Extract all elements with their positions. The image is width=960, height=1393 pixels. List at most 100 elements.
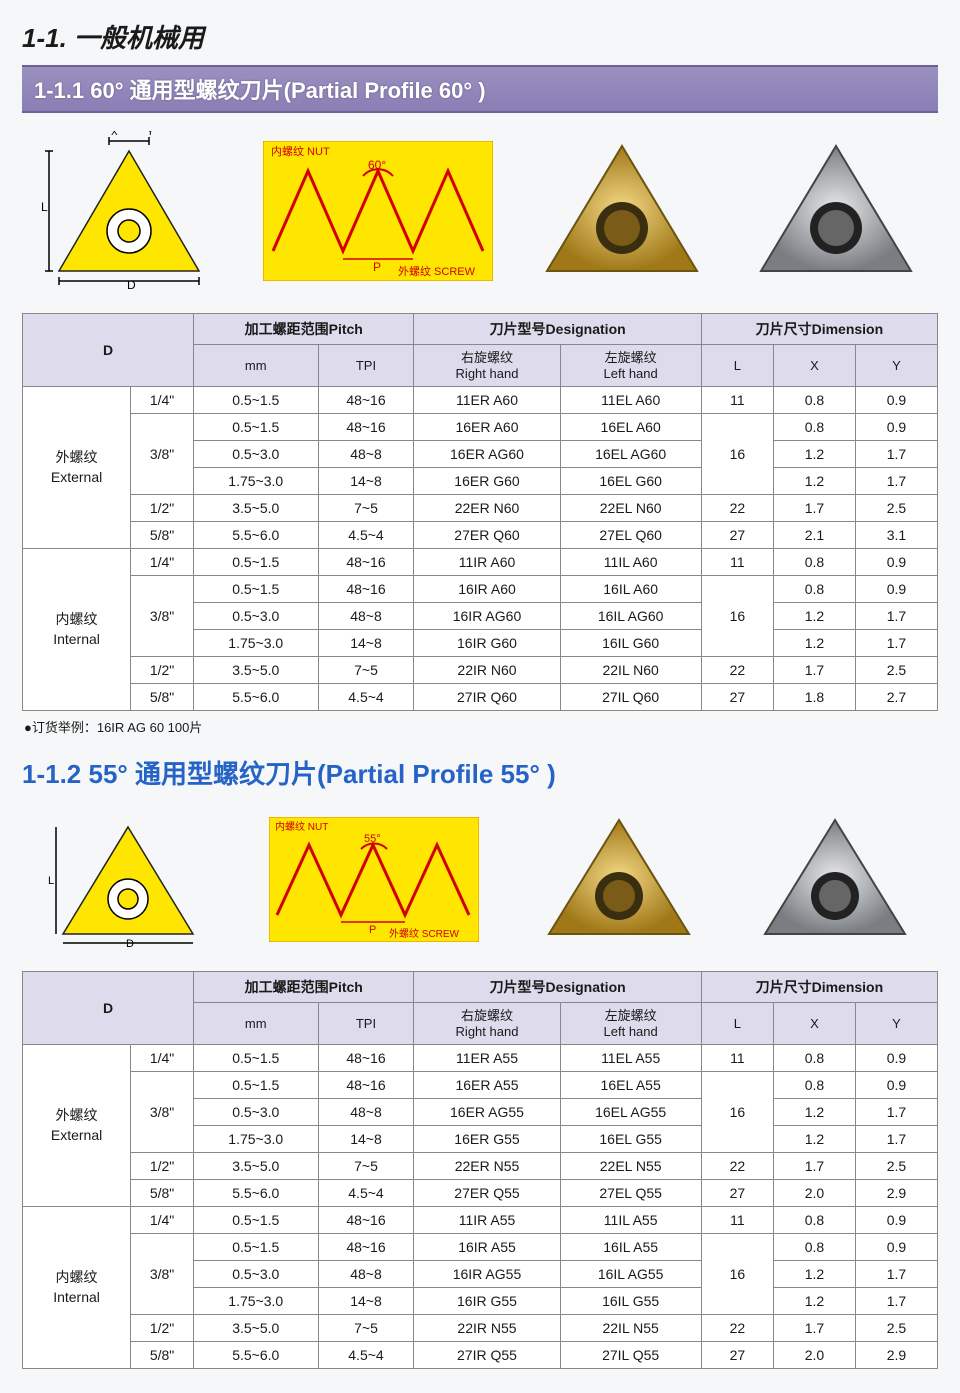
order-example-note: ●订货举例：16IR AG 60 100片	[24, 717, 938, 736]
table-row: 3/8"0.5~1.548~1616IR A5516IL A55160.80.9	[23, 1234, 938, 1261]
diagram-row-60: L D X Y 60° 内螺纹 NUT 外螺纹 SCREW P	[22, 131, 938, 291]
d-cell: 1/4"	[131, 1207, 194, 1234]
table-row: 外螺纹External1/4"0.5~1.548~1611ER A6011EL …	[23, 387, 938, 414]
tpi-cell: 48~8	[318, 603, 414, 630]
left-cell: 27EL Q55	[560, 1180, 701, 1207]
right-cell: 16ER G55	[414, 1126, 560, 1153]
col-tpi: TPI	[318, 345, 414, 387]
group-cell: 外螺纹External	[23, 387, 131, 549]
Y-cell: 0.9	[855, 549, 937, 576]
right-cell: 11ER A60	[414, 387, 560, 414]
X-cell: 1.8	[773, 684, 855, 711]
d-cell: 1/2"	[131, 1153, 194, 1180]
d-cell: 1/4"	[131, 549, 194, 576]
mm-cell: 1.75~3.0	[194, 1288, 319, 1315]
table-row: 内螺纹Internal1/4"0.5~1.548~1611IR A6011IL …	[23, 549, 938, 576]
col-L: L	[701, 1003, 773, 1045]
mm-cell: 3.5~5.0	[194, 657, 319, 684]
svg-text:L: L	[41, 200, 48, 214]
right-cell: 22ER N55	[414, 1153, 560, 1180]
left-cell: 16IL A60	[560, 576, 701, 603]
left-cell: 16EL G60	[560, 468, 701, 495]
col-Y: Y	[855, 345, 937, 387]
Y-cell: 2.9	[855, 1180, 937, 1207]
L-cell: 27	[701, 684, 773, 711]
right-cell: 11ER A55	[414, 1045, 560, 1072]
L-cell: 22	[701, 657, 773, 684]
left-cell: 16EL G55	[560, 1126, 701, 1153]
svg-text:外螺纹 SCREW: 外螺纹 SCREW	[389, 927, 460, 940]
Y-cell: 1.7	[855, 1099, 937, 1126]
tpi-cell: 48~8	[318, 1261, 414, 1288]
mm-cell: 0.5~1.5	[194, 1072, 319, 1099]
right-cell: 16IR AG60	[414, 603, 560, 630]
svg-text:L: L	[48, 875, 54, 887]
mm-cell: 5.5~6.0	[194, 684, 319, 711]
d-cell: 5/8"	[131, 1180, 194, 1207]
right-cell: 11IR A60	[414, 549, 560, 576]
right-cell: 16IR A55	[414, 1234, 560, 1261]
right-cell: 16IR G60	[414, 630, 560, 657]
tpi-cell: 7~5	[318, 1315, 414, 1342]
left-cell: 22IL N60	[560, 657, 701, 684]
left-cell: 16EL A55	[560, 1072, 701, 1099]
d-cell: 1/4"	[131, 1045, 194, 1072]
tpi-cell: 48~16	[318, 1045, 414, 1072]
L-cell: 16	[701, 1234, 773, 1315]
X-cell: 0.8	[773, 1234, 855, 1261]
left-cell: 11EL A55	[560, 1045, 701, 1072]
tpi-cell: 48~16	[318, 549, 414, 576]
table-row: 5/8"5.5~6.04.5~427IR Q5527IL Q55272.02.9	[23, 1342, 938, 1369]
mm-cell: 1.75~3.0	[194, 1126, 319, 1153]
table-row: 1/2"3.5~5.07~522ER N5522EL N55221.72.5	[23, 1153, 938, 1180]
right-cell: 22ER N60	[414, 495, 560, 522]
thread-profile-icon: 60° 内螺纹 NUT 外螺纹 SCREW P	[263, 141, 493, 281]
X-cell: 1.7	[773, 657, 855, 684]
tpi-cell: 14~8	[318, 1126, 414, 1153]
table-row: 5/8"5.5~6.04.5~427ER Q5527EL Q55272.02.9	[23, 1180, 938, 1207]
X-cell: 0.8	[773, 387, 855, 414]
spec-table-55: D加工螺距范围Pitch刀片型号Designation刀片尺寸Dimension…	[22, 971, 938, 1369]
mm-cell: 0.5~1.5	[194, 414, 319, 441]
Y-cell: 0.9	[855, 1234, 937, 1261]
Y-cell: 2.9	[855, 1342, 937, 1369]
table-row: 3/8"0.5~1.548~1616ER A5516EL A55160.80.9	[23, 1072, 938, 1099]
Y-cell: 1.7	[855, 468, 937, 495]
svg-text:X: X	[111, 131, 118, 138]
mm-cell: 0.5~1.5	[194, 387, 319, 414]
group-cell: 外螺纹External	[23, 1045, 131, 1207]
right-cell: 16ER G60	[414, 468, 560, 495]
mm-cell: 1.75~3.0	[194, 468, 319, 495]
table-row: 外螺纹External1/4"0.5~1.548~1611ER A5511EL …	[23, 1045, 938, 1072]
tpi-cell: 48~16	[318, 1207, 414, 1234]
tpi-cell: 4.5~4	[318, 1180, 414, 1207]
left-cell: 16IL AG55	[560, 1261, 701, 1288]
table-row: 1/2"3.5~5.07~522IR N6022IL N60221.72.5	[23, 657, 938, 684]
left-cell: 11IL A55	[560, 1207, 701, 1234]
right-cell: 11IR A55	[414, 1207, 560, 1234]
col-left: 左旋螺纹Left hand	[560, 345, 701, 387]
d-cell: 5/8"	[131, 522, 194, 549]
col-left: 左旋螺纹Left hand	[560, 1003, 701, 1045]
left-cell: 27IL Q55	[560, 1342, 701, 1369]
X-cell: 1.2	[773, 441, 855, 468]
svg-text:P: P	[373, 260, 381, 274]
col-tpi: TPI	[318, 1003, 414, 1045]
right-cell: 22IR N60	[414, 657, 560, 684]
left-cell: 16EL A60	[560, 414, 701, 441]
X-cell: 2.0	[773, 1180, 855, 1207]
group-cell: 内螺纹Internal	[23, 1207, 131, 1369]
L-cell: 27	[701, 1180, 773, 1207]
left-cell: 11IL A60	[560, 549, 701, 576]
col-designation: 刀片型号Designation	[414, 314, 701, 345]
silver-insert-icon	[757, 812, 912, 947]
gold-insert-icon	[537, 136, 707, 286]
Y-cell: 2.5	[855, 1315, 937, 1342]
left-cell: 27IL Q60	[560, 684, 701, 711]
table-row: 3/8"0.5~1.548~1616ER A6016EL A60160.80.9	[23, 414, 938, 441]
X-cell: 2.1	[773, 522, 855, 549]
X-cell: 1.7	[773, 1315, 855, 1342]
L-cell: 16	[701, 414, 773, 495]
d-cell: 1/4"	[131, 387, 194, 414]
mm-cell: 5.5~6.0	[194, 1342, 319, 1369]
